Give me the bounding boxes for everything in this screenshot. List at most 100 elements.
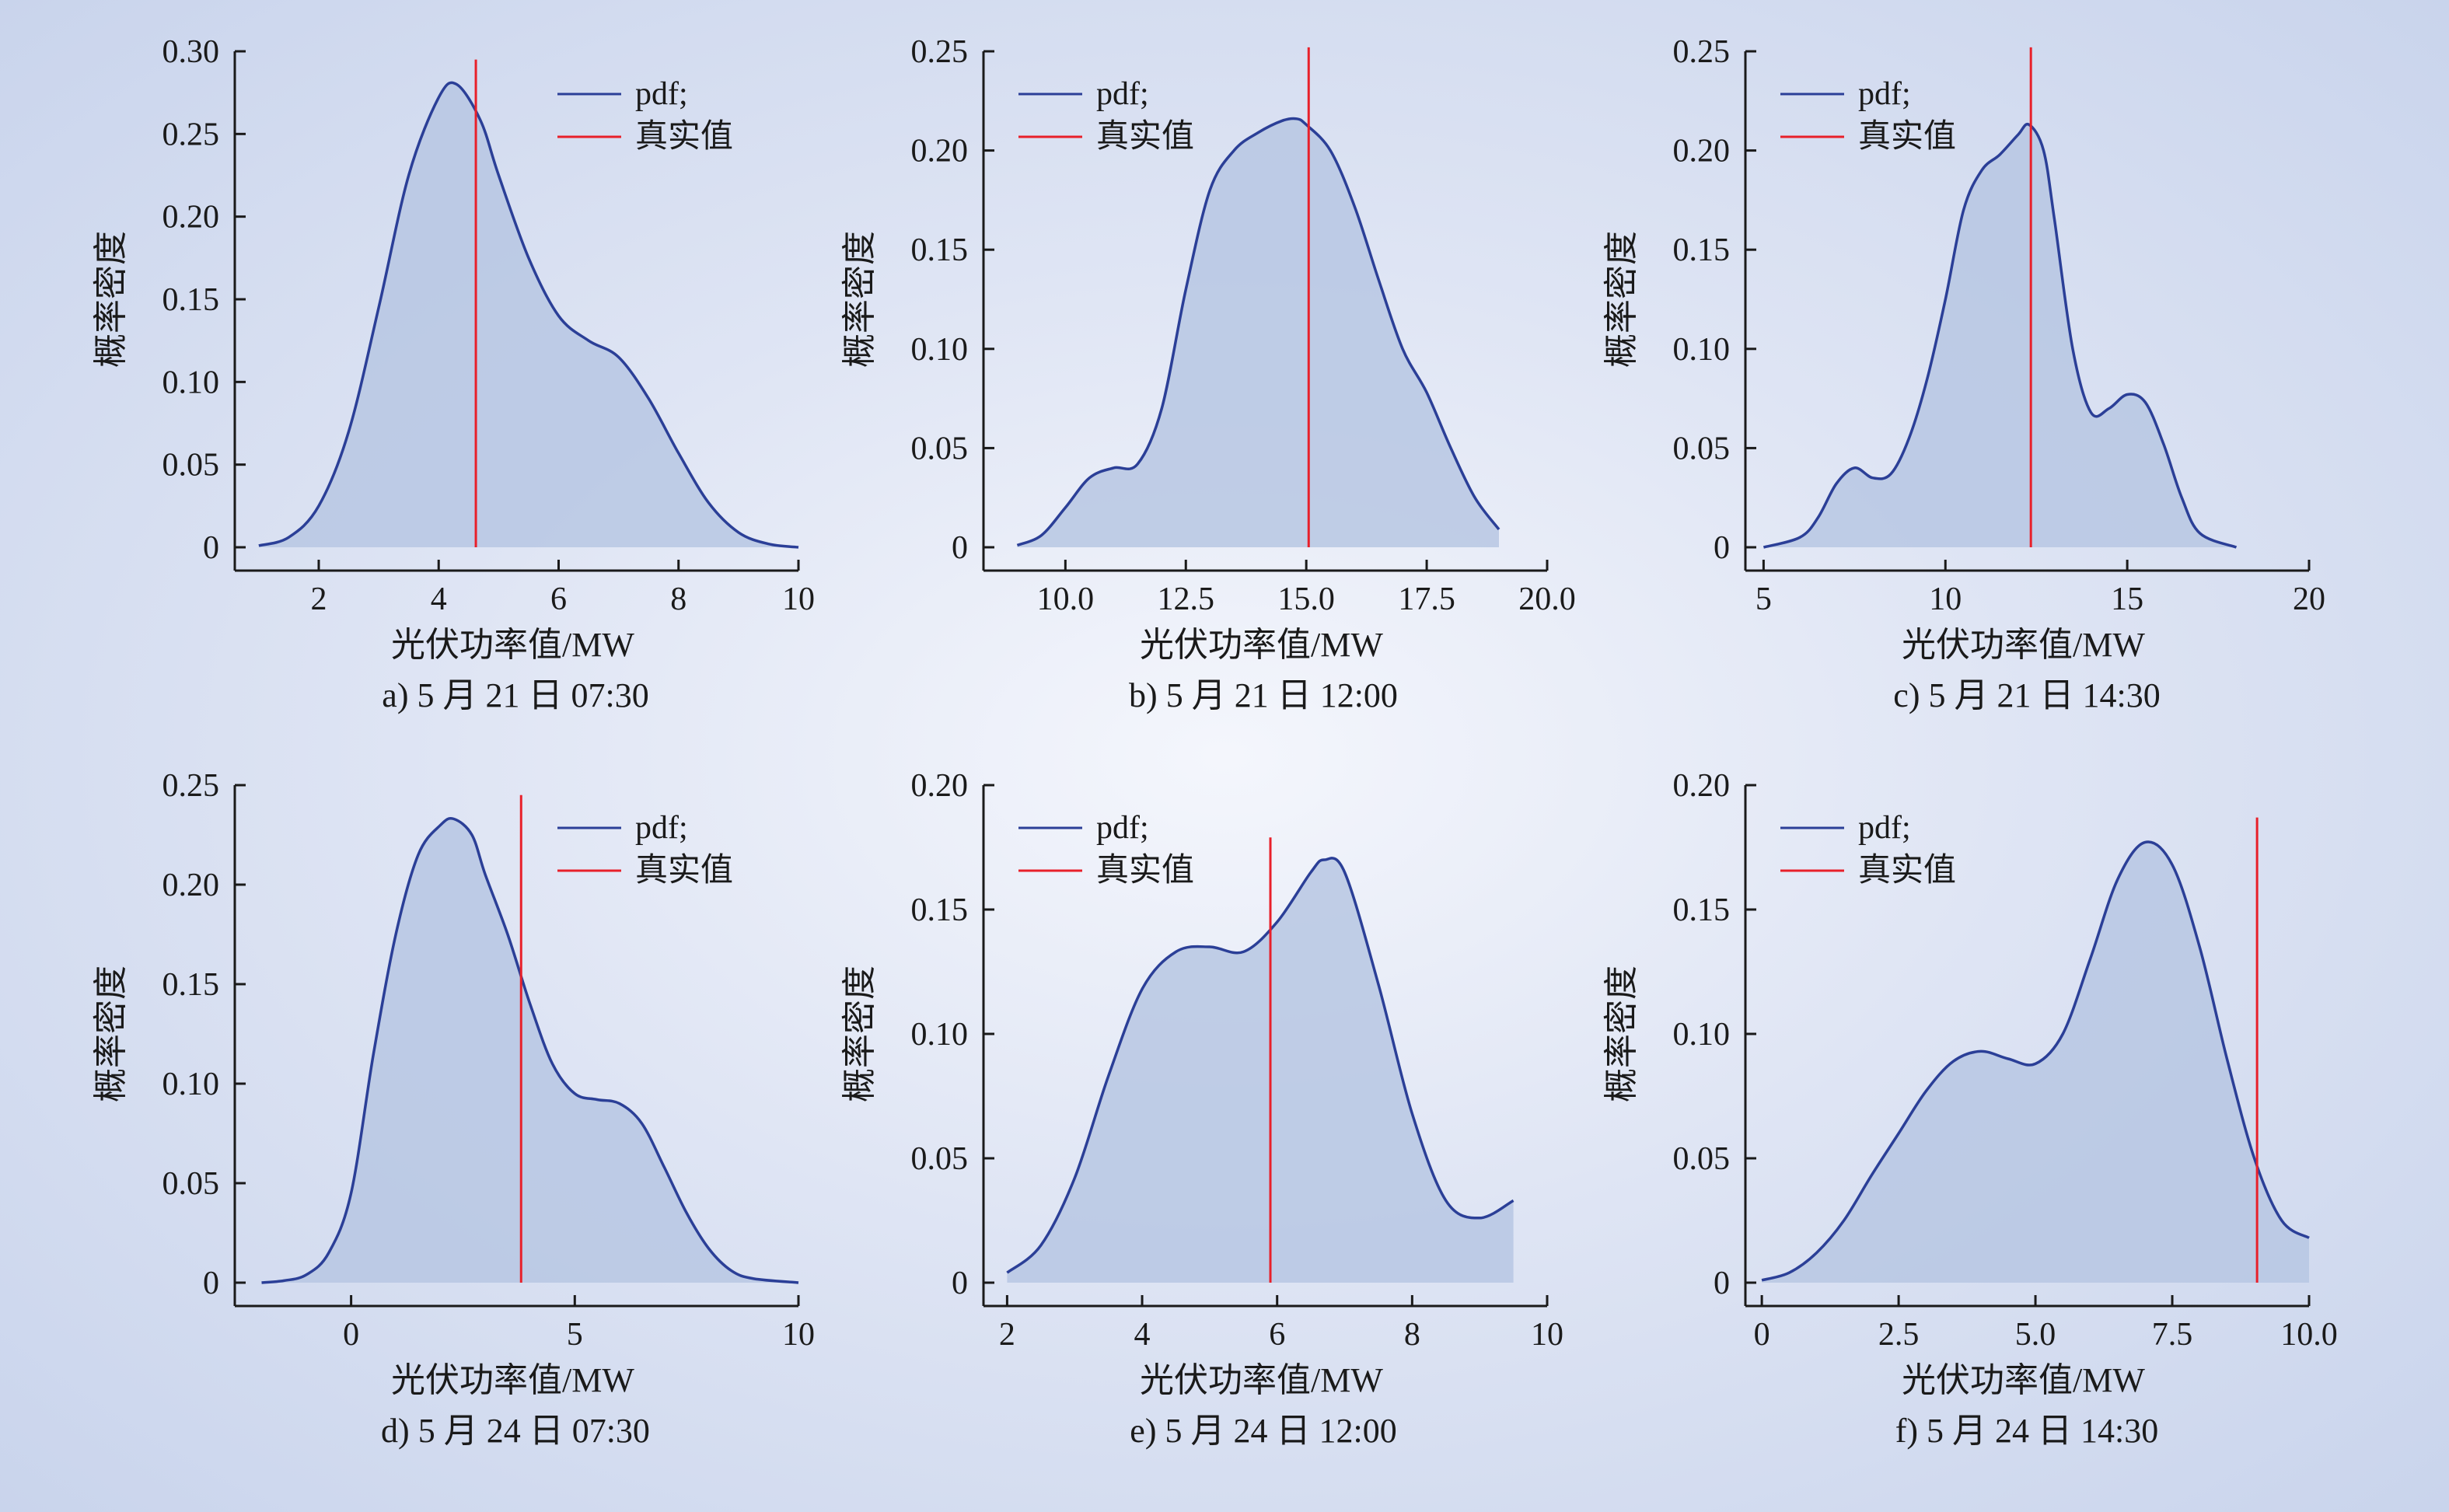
chart-panel: 0 0.05 0.10 0.15 0.20 0.25 0 5 10 光伏功率值/MW 概率密度 d) …: [92, 768, 815, 1450]
y-tick-label: 0.15: [1673, 232, 1731, 268]
pdf-line: [1006, 857, 1514, 1274]
y-tick-label: 0: [1714, 1266, 1730, 1301]
x-tick-label: 5: [1756, 581, 1772, 617]
panel-caption: f) 5 月 24 日 14:30: [1895, 1412, 2159, 1450]
chart-panel: 0 0.05 0.10 0.15 0.20 0 2.5 5.0 7.5 10.0 光伏功率值/MW 概…: [1602, 768, 2338, 1450]
y-tick-label: 0.10: [162, 1067, 220, 1102]
x-tick-label: 10: [782, 1317, 815, 1353]
legend-true-label: 真实值: [635, 852, 733, 889]
x-axis-label: 光伏功率值/MW: [1140, 626, 1383, 664]
legend: pdf; 真实值: [1018, 76, 1194, 155]
panel-caption: c) 5 月 21 日 14:30: [1893, 676, 2160, 714]
y-tick-label: 0.25: [162, 768, 220, 804]
y-axis-label: 概率密度: [840, 231, 879, 368]
y-tick-label: 0.30: [162, 34, 220, 70]
x-tick-label: 17.5: [1398, 581, 1455, 617]
x-tick-label: 6: [1269, 1317, 1285, 1353]
chart-panel: 0 0.05 0.10 0.15 0.20 0.25 0.30 2 4 6 8 10 光伏功率值/MW 概…: [92, 34, 815, 714]
legend: pdf; 真实值: [1780, 76, 1956, 155]
x-tick-label: 15: [2111, 581, 2143, 617]
y-tick-label: 0.10: [1673, 1017, 1731, 1053]
x-tick-label: 7.5: [2152, 1317, 2193, 1353]
pdf-area: [258, 82, 798, 548]
x-tick-label: 10: [1531, 1317, 1563, 1353]
x-axis-label: 光伏功率值/MW: [1140, 1361, 1383, 1399]
x-tick-label: 8: [670, 581, 686, 617]
y-tick-label: 0.05: [911, 1141, 969, 1177]
y-axis-label: 概率密度: [92, 966, 130, 1102]
x-tick-label: 0: [343, 1317, 359, 1353]
y-tick-label: 0.15: [162, 282, 220, 318]
pdf-area: [1017, 118, 1499, 547]
chart-panel: 0 0.05 0.10 0.15 0.20 2 4 6 8 10 光伏功率值/MW 概率密度 e) 5 …: [840, 768, 1563, 1450]
chart-panel: 0 0.05 0.10 0.15 0.20 0.25 5 10 15 20 光伏功率值/MW 概率密度…: [1602, 34, 2325, 714]
y-tick-label: 0.20: [1673, 134, 1731, 169]
pdf-area: [1762, 842, 2309, 1283]
y-axis-label: 概率密度: [1602, 231, 1640, 368]
y-axis-label: 概率密度: [92, 231, 130, 368]
x-tick-label: 10.0: [1037, 581, 1095, 617]
y-tick-label: 0.10: [1673, 332, 1731, 368]
legend-pdf-label: pdf;: [1858, 810, 1911, 846]
legend-pdf-label: pdf;: [1096, 76, 1149, 112]
y-axis-label: 概率密度: [840, 966, 879, 1102]
y-tick-label: 0: [952, 530, 968, 566]
y-axis-label: 概率密度: [1602, 966, 1640, 1102]
y-tick-label: 0.25: [911, 34, 969, 70]
y-tick-label: 0.05: [911, 431, 969, 466]
y-tick-label: 0: [203, 1266, 219, 1301]
x-tick-label: 6: [550, 581, 567, 617]
x-tick-label: 2.5: [1878, 1317, 1920, 1353]
x-tick-label: 8: [1404, 1317, 1420, 1353]
panels: 0 0.05 0.10 0.15 0.20 0.25 0.30 2 4 6 8 10 光伏功率值/MW 概…: [92, 34, 2338, 1450]
pdf-area: [1763, 124, 2237, 548]
y-tick-label: 0.15: [162, 967, 220, 1003]
legend-pdf-label: pdf;: [1096, 810, 1149, 846]
x-tick-label: 20.0: [1518, 581, 1576, 617]
legend: pdf; 真实值: [1780, 810, 1956, 889]
pdf-area: [1007, 857, 1514, 1283]
y-tick-label: 0.10: [162, 365, 220, 400]
panel-caption: e) 5 月 24 日 12:00: [1130, 1412, 1396, 1450]
y-tick-label: 0.05: [162, 448, 220, 484]
y-tick-label: 0.25: [162, 117, 220, 152]
legend-true-label: 真实值: [1096, 852, 1194, 889]
x-tick-label: 10: [1929, 581, 1962, 617]
y-tick-label: 0.05: [1673, 1141, 1731, 1177]
y-tick-label: 0: [952, 1266, 968, 1301]
x-tick-label: 5: [567, 1317, 583, 1353]
x-tick-label: 2: [999, 1317, 1015, 1353]
chart-panel: 0 0.05 0.10 0.15 0.20 0.25 10.0 12.5 15.0 17.5 20.…: [840, 34, 1576, 714]
x-tick-label: 4: [1134, 1317, 1151, 1353]
y-tick-label: 0.20: [911, 134, 969, 169]
y-tick-label: 0.10: [911, 1017, 969, 1053]
y-tick-label: 0.10: [911, 332, 969, 368]
y-tick-label: 0.15: [911, 232, 969, 268]
panel-caption: b) 5 月 21 日 12:00: [1129, 676, 1398, 714]
y-tick-label: 0.15: [1673, 892, 1731, 928]
legend-pdf-label: pdf;: [635, 76, 688, 112]
panel-caption: a) 5 月 21 日 07:30: [382, 676, 648, 714]
legend-true-label: 真实值: [1858, 118, 1956, 155]
x-tick-label: 12.5: [1158, 581, 1215, 617]
x-axis-label: 光伏功率值/MW: [1902, 1361, 2145, 1399]
legend-pdf-label: pdf;: [1858, 76, 1911, 112]
y-tick-label: 0.20: [1673, 768, 1731, 804]
legend: pdf; 真实值: [1018, 810, 1194, 889]
y-tick-label: 0.05: [162, 1166, 220, 1202]
x-axis-label: 光伏功率值/MW: [391, 1361, 634, 1399]
y-tick-label: 0.20: [162, 200, 220, 236]
legend: pdf; 真实值: [557, 76, 733, 155]
y-tick-label: 0: [1714, 530, 1730, 566]
y-tick-label: 0.15: [911, 892, 969, 928]
y-tick-label: 0.20: [911, 768, 969, 804]
x-tick-label: 10: [782, 581, 815, 617]
y-tick-label: 0.25: [1673, 34, 1731, 70]
pdf-line: [258, 81, 799, 549]
pdf-line: [1763, 122, 2238, 549]
x-tick-label: 0: [1754, 1317, 1770, 1353]
pdf-line: [1761, 840, 2310, 1282]
panel-caption: d) 5 月 24 日 07:30: [381, 1412, 650, 1450]
pdf-line: [1016, 117, 1500, 547]
